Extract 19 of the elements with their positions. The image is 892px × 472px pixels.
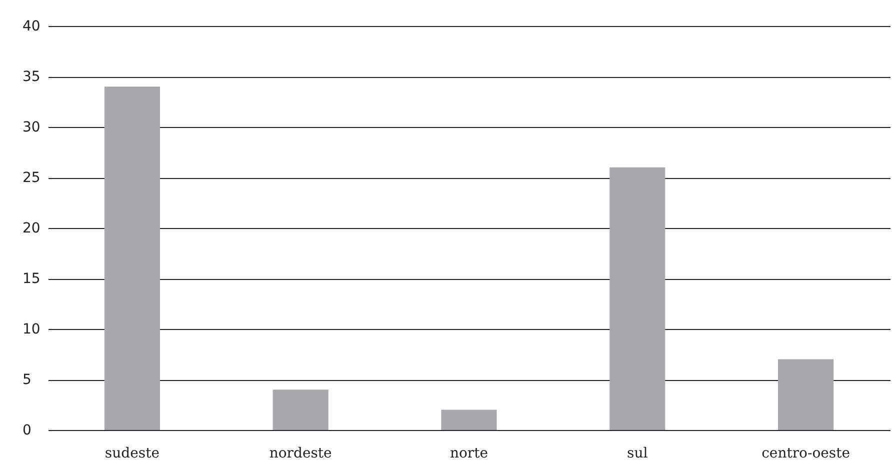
x-tick-label: centro-oeste — [762, 446, 850, 462]
x-tick-label: sudeste — [104, 446, 160, 462]
bar — [104, 86, 160, 430]
bar — [441, 410, 497, 430]
y-tick-label: 0 — [22, 422, 32, 438]
bar — [272, 390, 328, 430]
y-tick-label: 40 — [22, 18, 40, 34]
y-tick-label: 30 — [22, 120, 40, 136]
bar — [778, 359, 834, 430]
x-tick-label: nordeste — [269, 446, 332, 462]
y-tick-label: 20 — [22, 220, 40, 236]
y-tick-label: 15 — [22, 271, 40, 287]
y-tick-label: 35 — [22, 69, 40, 85]
x-tick-label: sul — [627, 446, 648, 462]
y-tick-label: 10 — [22, 322, 40, 338]
y-tick-label: 5 — [22, 372, 32, 388]
x-tick-label: norte — [450, 446, 488, 462]
bar — [610, 167, 666, 430]
y-tick-label: 25 — [22, 170, 40, 186]
